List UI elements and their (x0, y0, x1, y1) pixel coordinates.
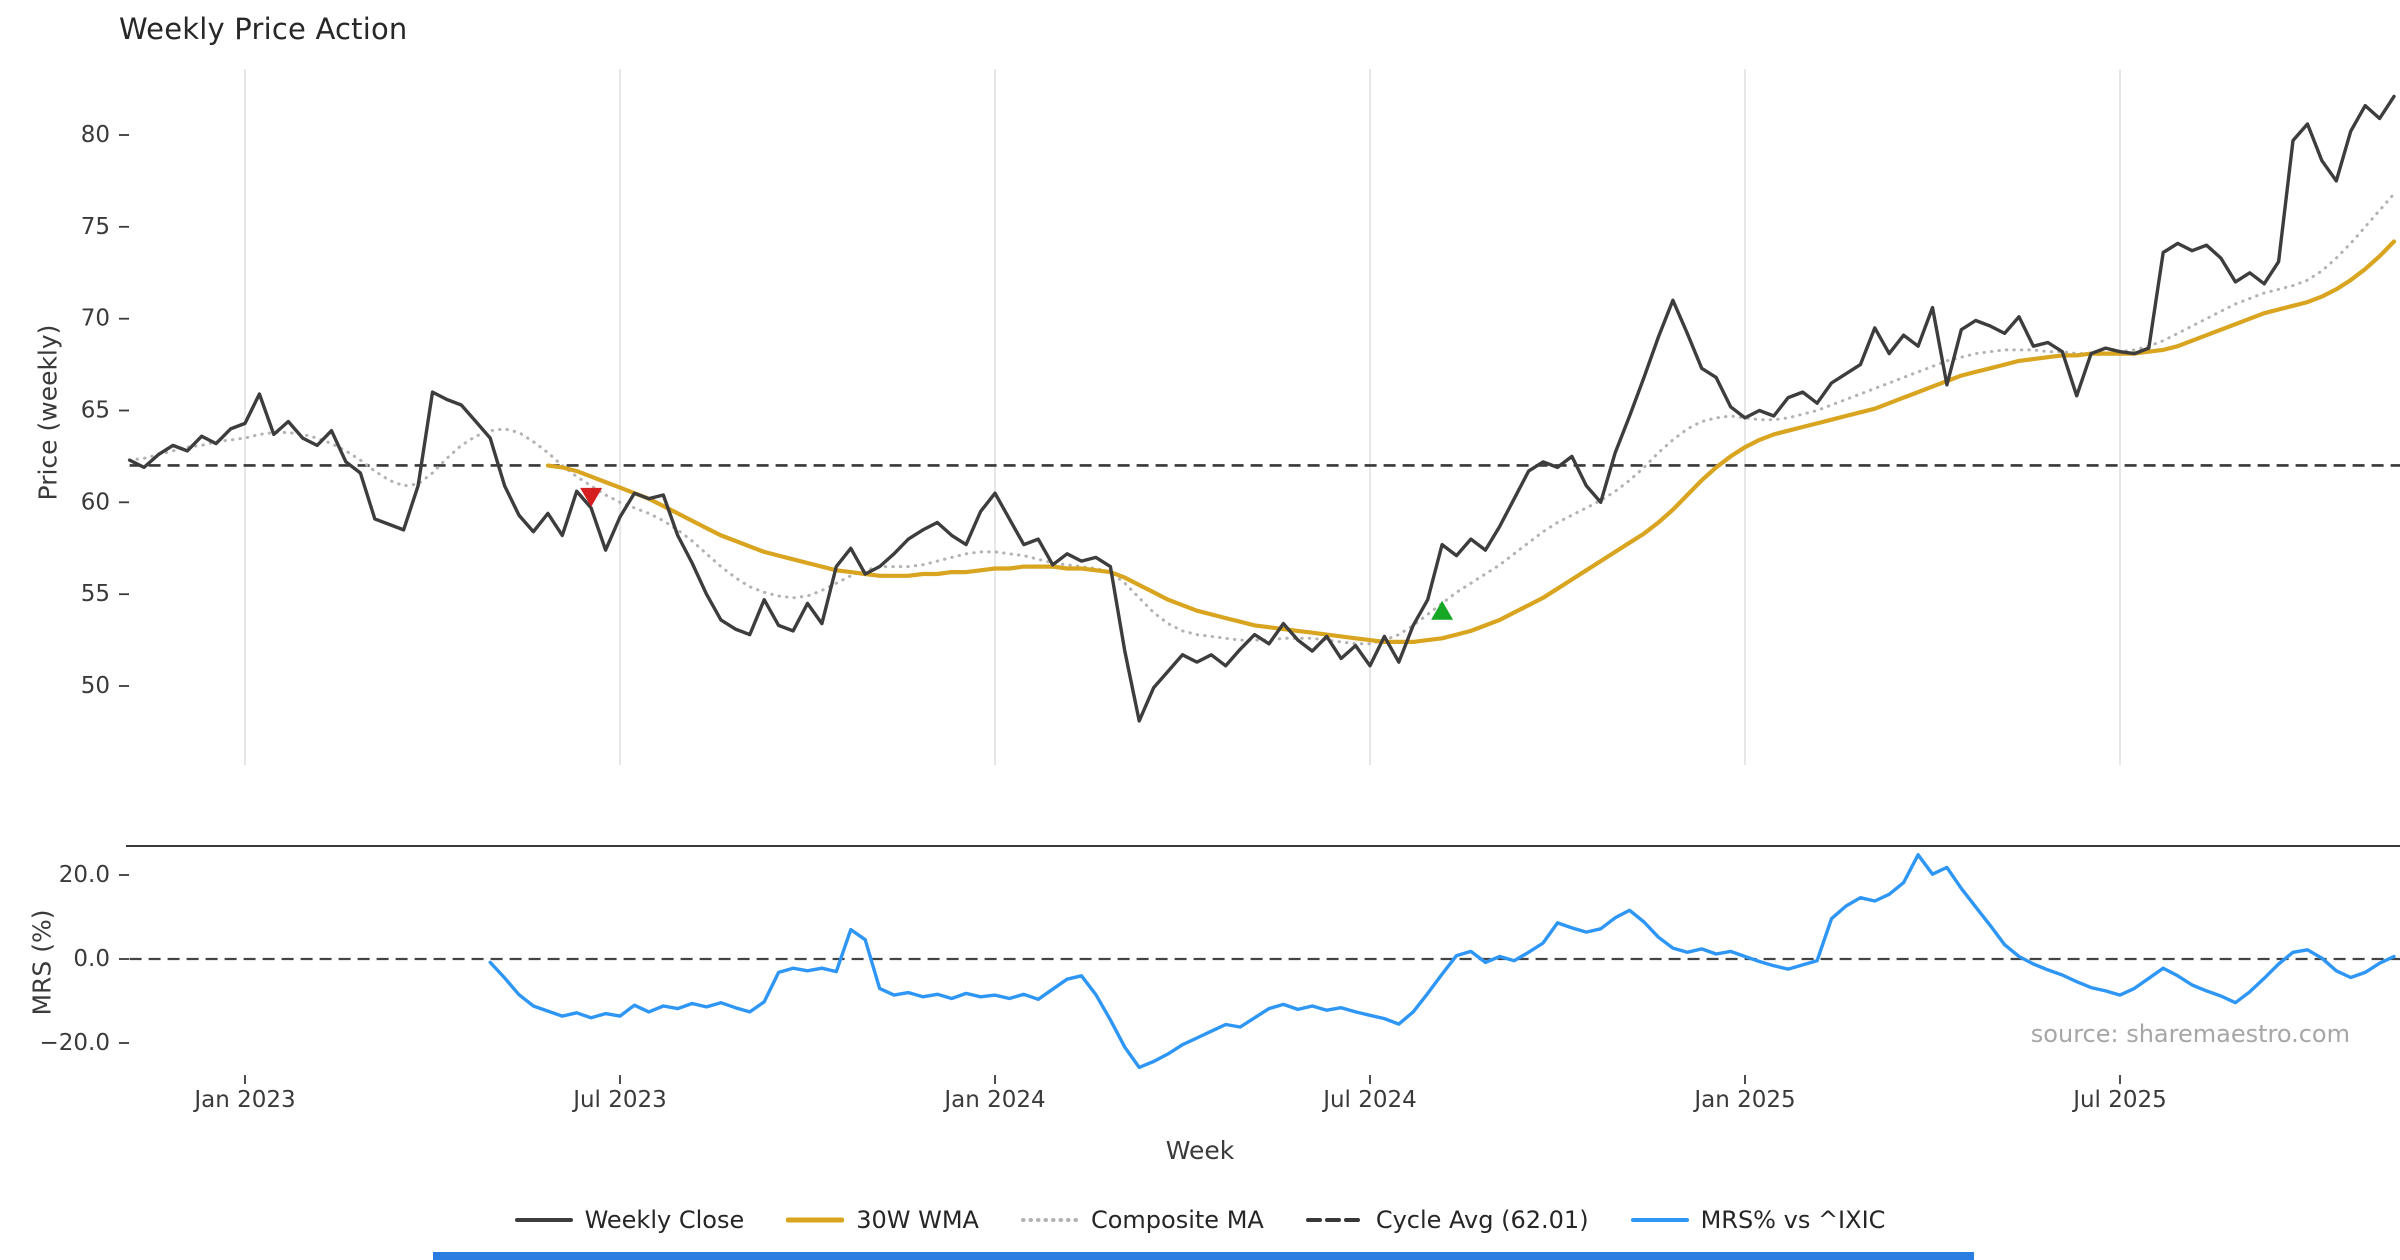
svg-text:75: 75 (81, 214, 110, 240)
legend-item-cycle-avg: Cycle Avg (62.01) (1305, 1206, 1589, 1234)
chart-title: Weekly Price Action (119, 12, 408, 46)
chart-legend: Weekly Close 30W WMA Composite MA Cycle … (0, 1206, 2400, 1234)
source-attribution: source: sharemaestro.com (2030, 1020, 2350, 1048)
svg-text:Jul 2024: Jul 2024 (1321, 1087, 1417, 1113)
legend-item-weekly-close: Weekly Close (514, 1206, 745, 1234)
svg-text:20.0: 20.0 (59, 862, 110, 888)
wma-swatch-icon (786, 1217, 845, 1223)
x-axis-title: Week (1165, 1136, 1235, 1165)
svg-text:55: 55 (81, 581, 110, 607)
price-axis-title: Price (weekly) (33, 324, 63, 501)
svg-text:60: 60 (81, 489, 110, 515)
svg-text:80: 80 (81, 122, 110, 148)
legend-label: Composite MA (1090, 1206, 1264, 1234)
legend-item-30w-wma: 30W WMA (786, 1206, 979, 1234)
composite-ma-swatch-icon (1020, 1218, 1079, 1222)
svg-text:Jan 2023: Jan 2023 (192, 1087, 295, 1113)
legend-item-composite-ma: Composite MA (1020, 1206, 1264, 1234)
svg-text:70: 70 (81, 306, 110, 332)
svg-text:Jul 2023: Jul 2023 (571, 1087, 667, 1113)
weekly-close-swatch-icon (514, 1218, 573, 1222)
svg-text:Jan 2025: Jan 2025 (1692, 1087, 1795, 1113)
legend-item-mrs: MRS% vs ^IXIC (1630, 1206, 1886, 1234)
svg-text:50: 50 (81, 673, 110, 699)
svg-text:0.0: 0.0 (73, 946, 110, 972)
mrs-swatch-icon (1630, 1218, 1689, 1222)
legend-label: MRS% vs ^IXIC (1700, 1206, 1886, 1234)
svg-text:65: 65 (81, 398, 110, 424)
legend-label: Weekly Close (584, 1206, 745, 1234)
legend-label: Cycle Avg (62.01) (1375, 1206, 1589, 1234)
svg-text:−20.0: −20.0 (40, 1030, 110, 1056)
mrs-axis-title: MRS (%) (27, 909, 57, 1016)
svg-text:Jul 2025: Jul 2025 (2071, 1087, 2167, 1113)
legend-label: 30W WMA (856, 1206, 979, 1234)
bottom-accent-bar (433, 1252, 1974, 1260)
svg-text:Jan 2024: Jan 2024 (942, 1087, 1045, 1113)
cycle-avg-swatch-icon (1305, 1218, 1364, 1222)
